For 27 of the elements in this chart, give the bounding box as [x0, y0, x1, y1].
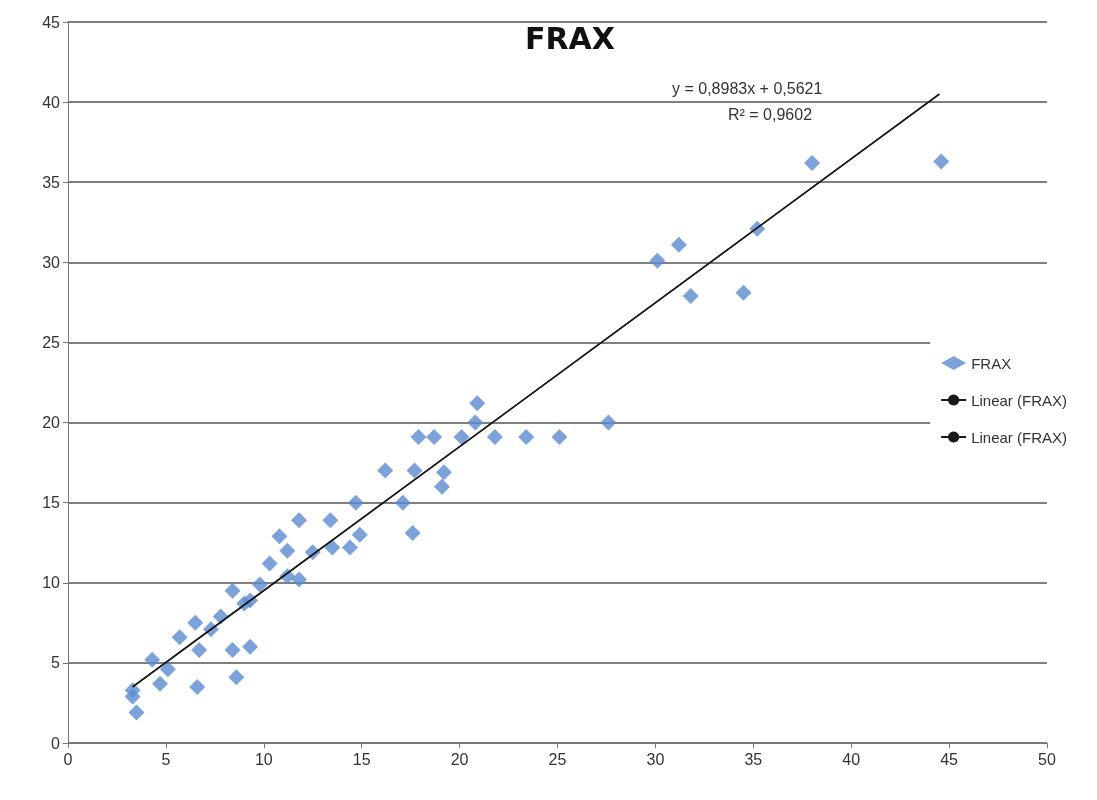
x-tick-label: 20	[450, 750, 469, 768]
x-tick-label: 0	[63, 750, 73, 768]
x-tick-label: 35	[744, 750, 763, 768]
x-tick-label: 15	[352, 750, 371, 768]
y-tick-label: 30	[42, 253, 61, 271]
x-tick-label: 50	[1038, 750, 1056, 768]
y-tick-label: 0	[51, 734, 61, 752]
chart-title: FRAX	[525, 20, 615, 56]
y-tick-label: 35	[42, 173, 61, 191]
y-tick-label: 40	[42, 93, 61, 111]
annotation: y = 0,8983x + 0,5621	[672, 79, 823, 97]
x-tick-label: 5	[161, 750, 171, 768]
y-tick-label: 25	[42, 333, 61, 351]
legend-label: Linear (FRAX)	[971, 428, 1067, 446]
x-tick-label: 10	[254, 750, 273, 768]
x-tick-label: 25	[548, 750, 567, 768]
x-tick-label: 45	[940, 750, 959, 768]
y-tick-label: 20	[42, 414, 61, 432]
legend-label: FRAX	[971, 354, 1012, 372]
x-tick-label: 40	[842, 750, 861, 768]
x-tick-label: 30	[646, 750, 665, 768]
y-tick-label: 45	[42, 13, 61, 31]
y-tick-label: 5	[51, 654, 61, 672]
y-tick-label: 10	[42, 574, 61, 592]
legend-label: Linear (FRAX)	[971, 391, 1067, 409]
y-tick-label: 15	[42, 494, 61, 512]
annotation: R² = 0,9602	[728, 105, 813, 123]
